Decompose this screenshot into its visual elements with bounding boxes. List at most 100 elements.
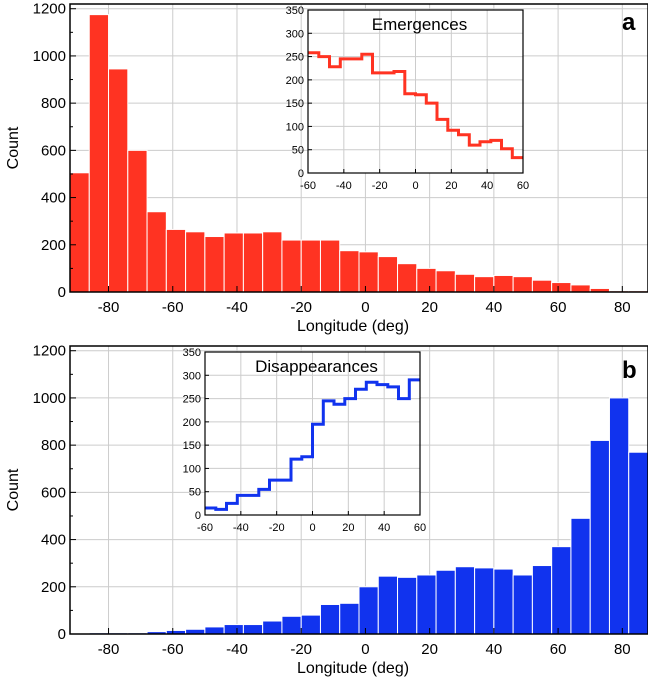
plot-frame: [69, 345, 648, 635]
inset-y-tick-label: 0: [195, 510, 201, 522]
bar: [570, 517, 591, 635]
inset-y-tick-label: 50: [292, 145, 304, 157]
y-tick-label: 800: [41, 437, 66, 454]
bar: [435, 270, 456, 293]
inset-y-tick-label: 150: [183, 440, 201, 452]
y-tick-label: 1200: [33, 343, 66, 360]
x-tick-label: -40: [226, 641, 248, 658]
x-tick-label: 80: [614, 299, 631, 316]
bar: [127, 149, 148, 293]
bar: [551, 546, 572, 635]
inset-x-tick-label: 0: [309, 522, 315, 534]
bar: [146, 211, 167, 293]
inset-x-tick-label: 60: [517, 180, 529, 192]
inset-b: -60 -40 -20 0 20 40 60 0 50 100 150 200 250 300 350 Dis…: [183, 347, 426, 534]
inset-y-tick-label: 50: [189, 487, 201, 499]
bar: [242, 232, 264, 293]
bar: [493, 274, 514, 293]
bar: [608, 397, 630, 635]
bar: [589, 439, 610, 635]
bar: [454, 273, 476, 293]
x-tick-label: 0: [361, 641, 369, 658]
inset-y-tick-label: 200: [286, 75, 304, 87]
bar: [281, 239, 302, 293]
bar: [339, 602, 360, 635]
y-tick-label: 0: [58, 284, 66, 301]
y-tick-label: 200: [41, 237, 66, 254]
inset-y-tick-label: 0: [298, 168, 304, 180]
inset-x-tick-label: -60: [197, 522, 213, 534]
bar: [281, 615, 302, 635]
inset-y-tick-label: 250: [183, 394, 201, 406]
x-tick-label: 20: [421, 299, 438, 316]
inset-y-tick-label: 250: [286, 52, 304, 64]
inset-a: -60 -40 -20 0 20 40 60 0 50 100 150 200 250 300 350 Eme…: [286, 5, 529, 192]
bar: [69, 172, 90, 293]
inset-x-tick-label: 20: [342, 522, 354, 534]
panel-a: -80 -60 -40 -20 0 20 40 60 800200400600800100012…: [5, 1, 648, 335]
bar: [88, 14, 110, 293]
y-tick-label: 600: [41, 484, 66, 501]
x-tick-label: -40: [226, 299, 248, 316]
panel-b: -80 -60 -40 -20 0 20 40 60 800200400600800100012…: [5, 343, 648, 677]
x-tick-label: 40: [486, 641, 503, 658]
bar: [531, 279, 553, 293]
bar: [300, 239, 321, 293]
y-tick-label: 1200: [33, 1, 66, 18]
bar: [416, 267, 437, 293]
inset-x-tick-label: 40: [378, 522, 390, 534]
inset-y-tick-label: 300: [286, 28, 304, 40]
x-tick-label: 0: [361, 299, 369, 316]
inset-y-tick-label: 200: [183, 417, 201, 429]
inset-y-tick-label: 350: [286, 5, 304, 17]
inset-x-tick-label: 20: [445, 180, 457, 192]
bar: [531, 565, 553, 635]
inset-x-tick-label: 0: [412, 180, 418, 192]
y-axis-label: Count: [5, 126, 22, 169]
bar: [377, 256, 399, 293]
bar: [108, 68, 129, 293]
bar: [628, 451, 648, 635]
inset-y-tick-label: 150: [286, 98, 304, 110]
x-tick-label: -80: [98, 299, 120, 316]
x-tick-label: 60: [550, 299, 567, 316]
bar: [512, 276, 533, 293]
inset-y-tick-label: 350: [183, 347, 201, 359]
bar: [570, 284, 591, 293]
plot-frame: [69, 3, 648, 293]
bar: [377, 575, 399, 635]
bar: [339, 250, 360, 293]
y-tick-label: 0: [58, 626, 66, 643]
x-tick-label: 20: [421, 641, 438, 658]
inset-x-tick-label: -60: [300, 180, 316, 192]
x-tick-label: -80: [98, 641, 120, 658]
inset-x-tick-label: 60: [414, 522, 426, 534]
x-tick-label: -60: [162, 299, 184, 316]
x-axis-label: Longitude (deg): [297, 660, 409, 677]
bar: [512, 574, 533, 635]
bar: [165, 228, 187, 293]
y-axis-label: Count: [5, 468, 22, 511]
bar: [262, 620, 283, 635]
bar: [262, 231, 283, 293]
x-axis-label: Longitude (deg): [297, 318, 409, 335]
bar: [185, 231, 206, 293]
bar: [319, 603, 341, 635]
inset-title: Disappearances: [255, 357, 378, 376]
inset-x-tick-label: -20: [269, 522, 285, 534]
inset-x-tick-label: -40: [233, 522, 249, 534]
bar: [242, 624, 264, 635]
bar: [474, 276, 495, 293]
inset-x-tick-label: -20: [372, 180, 388, 192]
bar: [551, 282, 572, 293]
bar: [454, 566, 476, 635]
inset-step-line: [205, 378, 420, 511]
bar: [474, 567, 495, 635]
bar: [358, 586, 379, 635]
bar: [416, 574, 437, 635]
x-tick-label: -20: [290, 299, 312, 316]
x-tick-label: 40: [486, 299, 503, 316]
inset-x-tick-label: -40: [336, 180, 352, 192]
bar: [319, 239, 341, 293]
